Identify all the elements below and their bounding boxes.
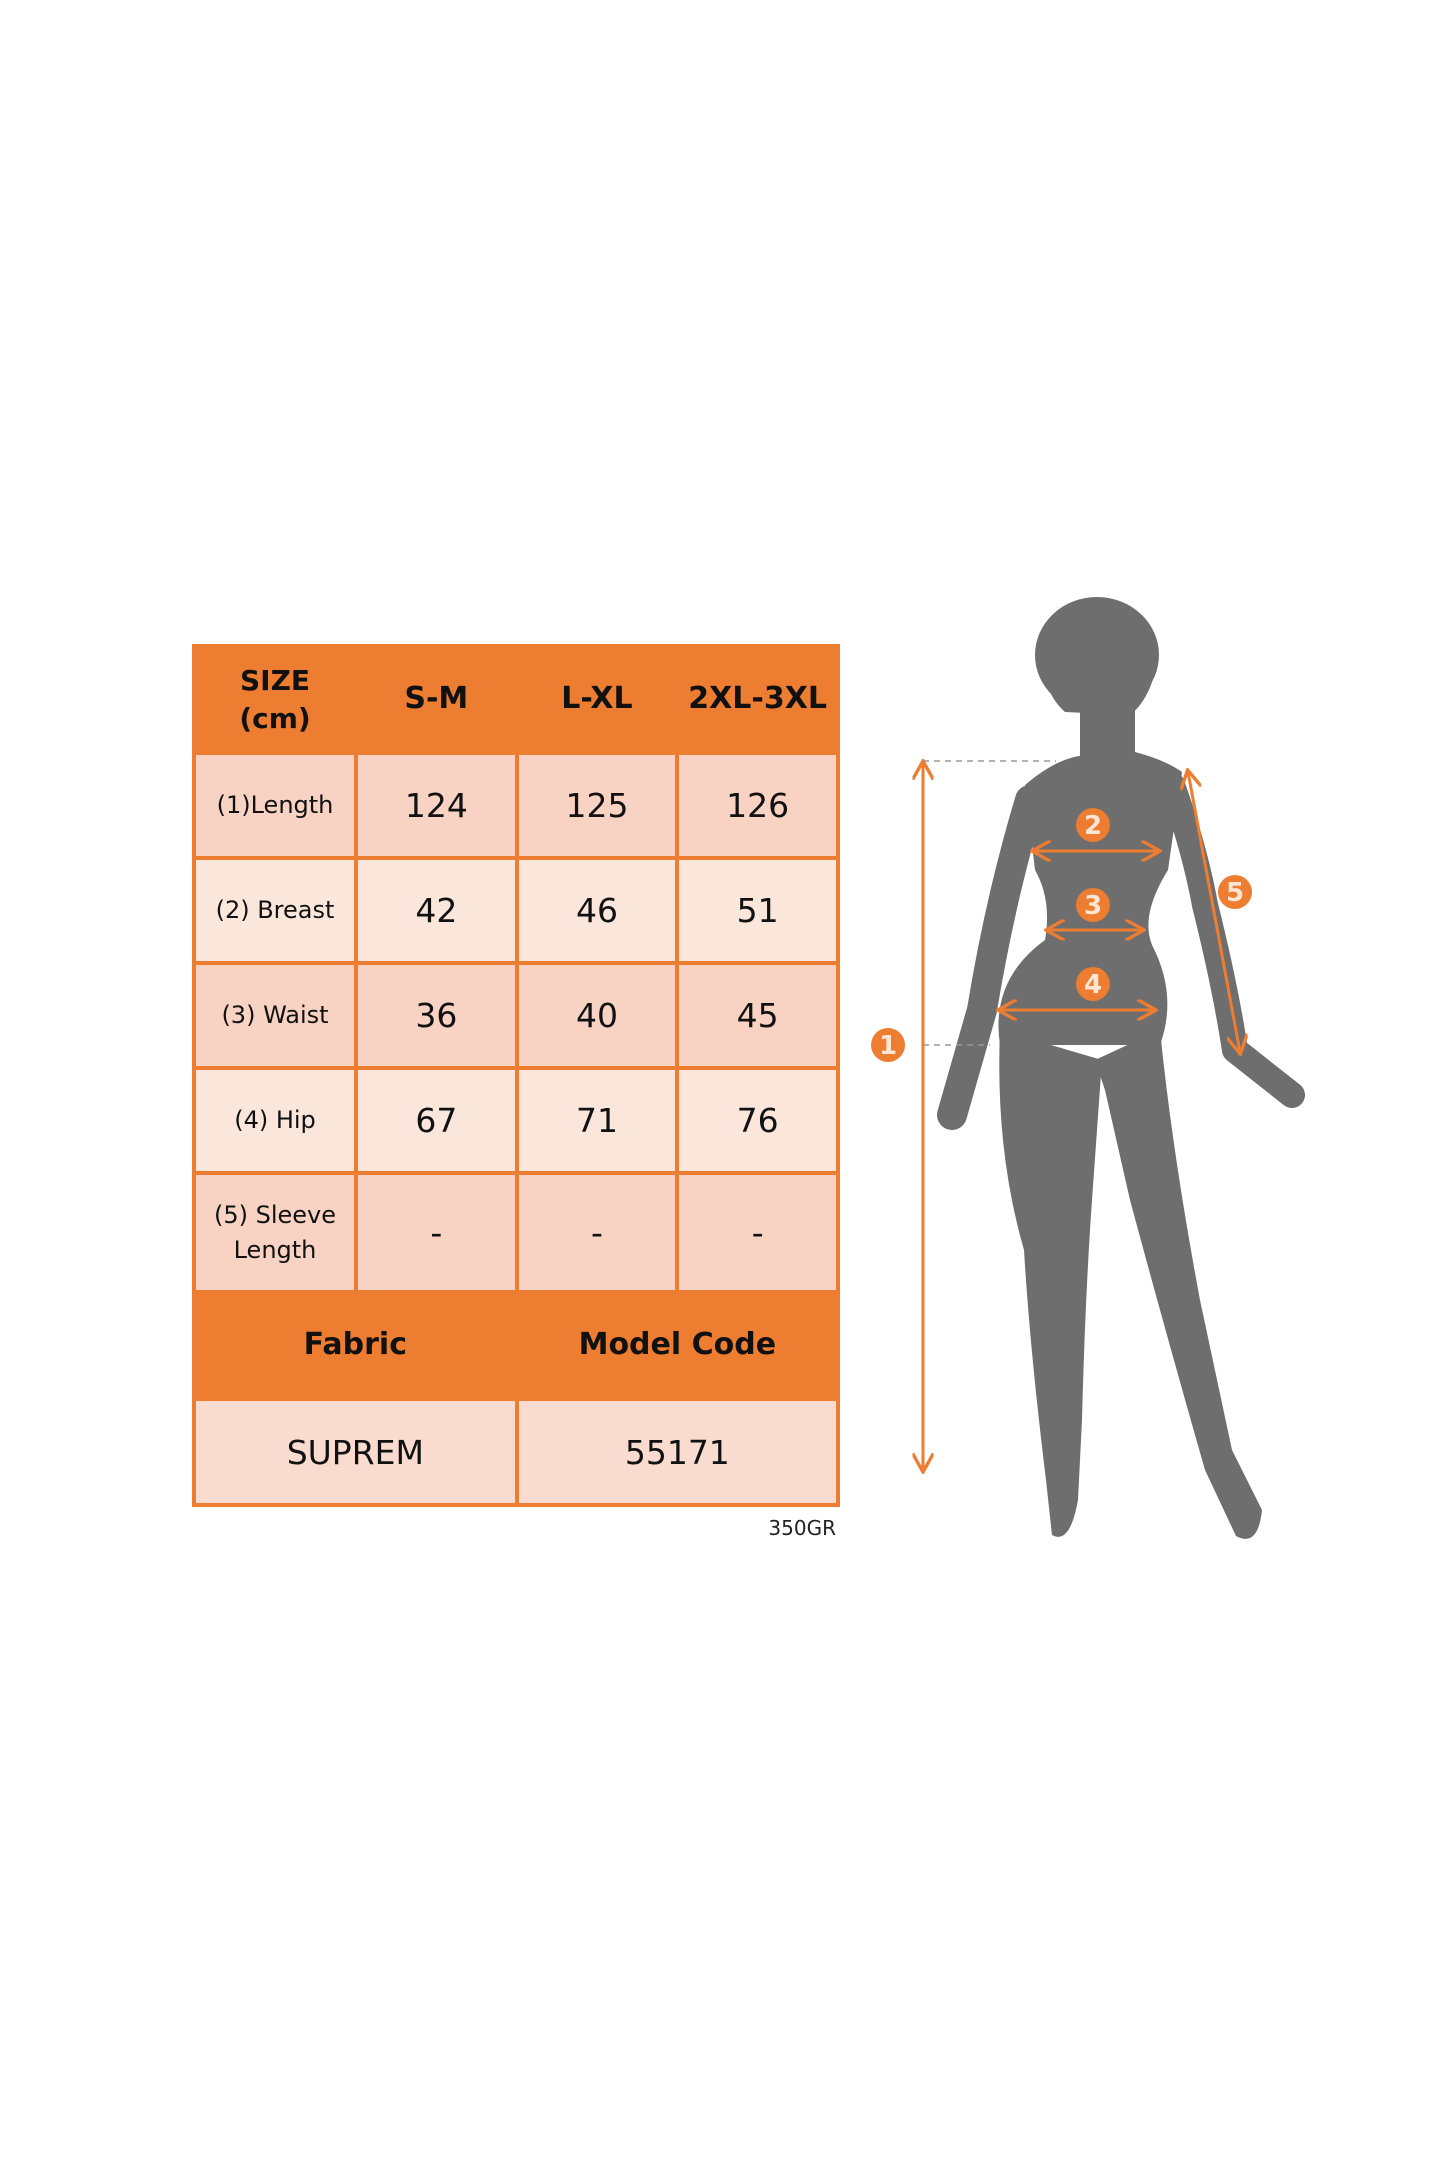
sleeve-arrow [1188,772,1240,1052]
table-row: (4) Hip 67 71 76 [192,1066,840,1175]
marker-2: 2 [1076,808,1110,842]
table-cell: 51 [675,856,840,965]
size-chart-table: SIZE (cm) S-M L-XL 2XL-3XL (1)Length 124 … [192,644,841,1507]
row-label: (1)Length [192,751,358,860]
table-cell: - [354,1171,519,1294]
model-code-value: 55171 [514,1397,841,1507]
hair [1040,598,1158,715]
marker-4: 4 [1076,967,1110,1001]
neck [1080,700,1135,760]
table-cell: 126 [675,751,840,860]
right-arm [1159,772,1305,1108]
table-cell: 46 [514,856,680,965]
fabric-header: Fabric [192,1290,519,1401]
marker-5: 5 [1218,875,1252,909]
woman-silhouette [937,597,1305,1539]
table-cell: 36 [354,961,519,1070]
table-cell: 76 [675,1066,840,1175]
table-row: (5) Sleeve Length - - - [192,1171,840,1294]
row-label: (4) Hip [192,1066,358,1175]
size-column-header: L-XL [514,644,680,755]
fabric-weight-note: 350GR [768,1516,836,1540]
marker-1: 1 [871,1028,905,1062]
table-cell: - [514,1171,680,1294]
header-row: SIZE (cm) S-M L-XL 2XL-3XL [192,644,840,755]
marker-label: 3 [1084,891,1102,921]
table-cell: - [675,1171,840,1294]
left-leg [999,1030,1102,1537]
table-row: (1)Length 124 125 126 [192,751,840,860]
measurement-guides [923,761,1240,1470]
left-arm [937,785,1045,1130]
table-cell: 124 [354,751,519,860]
table-row: (3) Waist 36 40 45 [192,961,840,1070]
table-cell: 67 [354,1066,519,1175]
table-cell: 125 [514,751,680,860]
footer-header-row: Fabric Model Code [192,1290,841,1401]
row-label-line: (5) Sleeve [213,1200,337,1229]
row-label: (3) Waist [192,961,358,1070]
row-label: (2) Breast [192,856,358,965]
size-header: SIZE (cm) [192,644,358,755]
marker-3: 3 [1076,888,1110,922]
row-label-line: Length [233,1235,317,1264]
table-cell: 71 [514,1066,680,1175]
table-cell: 42 [354,856,519,965]
marker-label: 5 [1226,878,1244,908]
right-leg [1095,1030,1262,1539]
marker-label: 4 [1084,970,1102,1000]
table-row: (2) Breast 42 46 51 [192,856,840,965]
marker-label: 1 [879,1031,897,1061]
marker-label: 2 [1084,811,1102,841]
unit-label: (cm) [239,701,311,735]
size-label: SIZE [239,663,310,697]
model-code-header: Model Code [514,1290,841,1401]
size-column-header: S-M [354,644,519,755]
table-cell: 40 [514,961,680,1070]
table-cell: 45 [675,961,840,1070]
fabric-value: SUPREM [192,1397,519,1507]
footer-row: SUPREM 55171 [192,1397,841,1507]
row-label: (5) Sleeve Length [192,1171,358,1294]
size-column-header: 2XL-3XL [675,644,840,755]
